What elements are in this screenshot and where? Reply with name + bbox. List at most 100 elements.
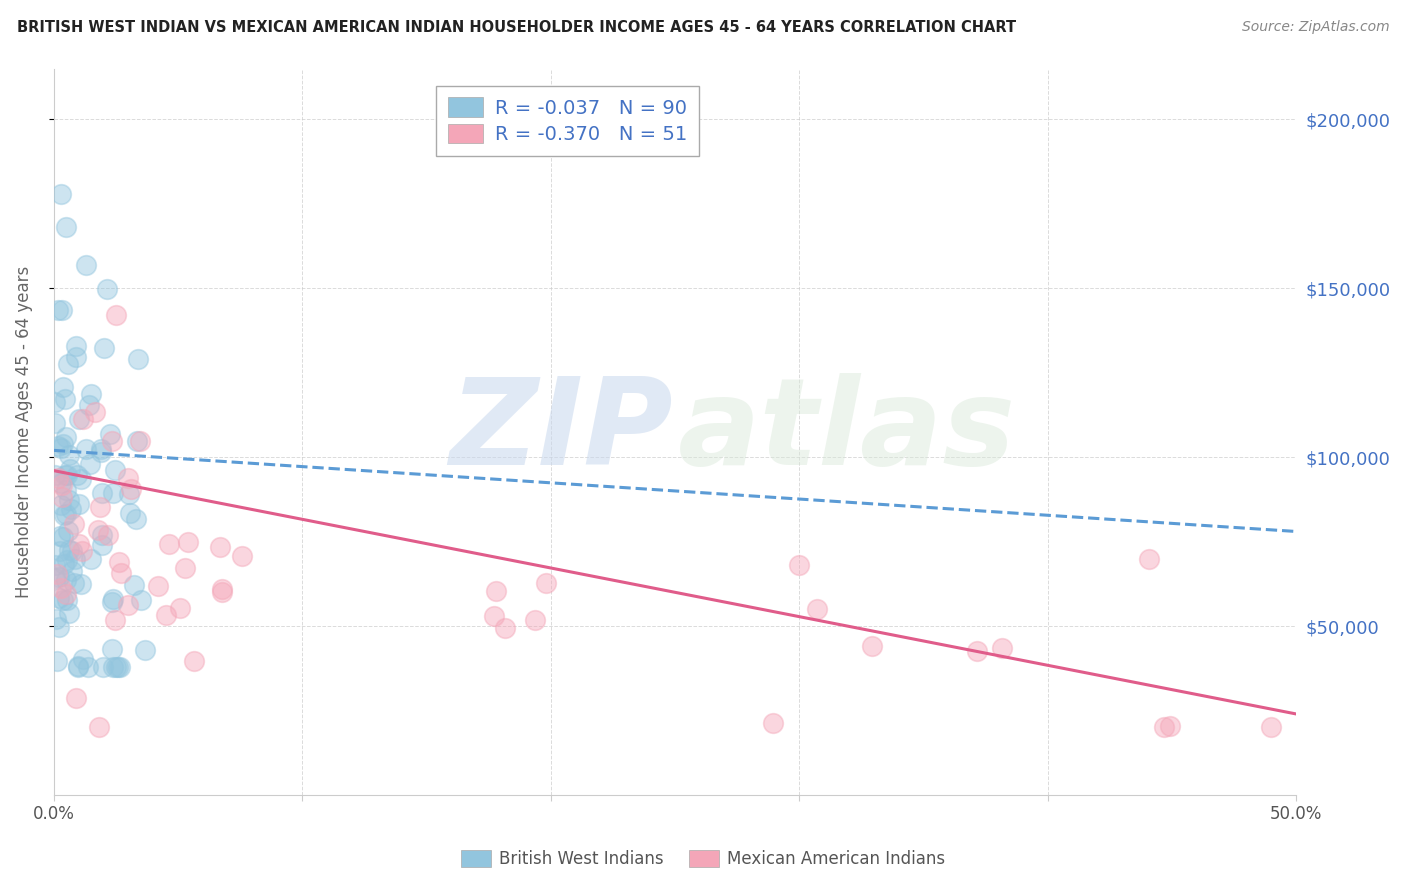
Point xyxy=(96,528,118,542)
Point xyxy=(122,577,145,591)
Point xyxy=(80,551,103,566)
Point xyxy=(60,565,83,579)
Point xyxy=(44,571,66,585)
Point xyxy=(117,471,139,485)
Point xyxy=(89,721,111,735)
Point xyxy=(485,584,508,599)
Point xyxy=(52,380,75,394)
Point xyxy=(806,602,828,616)
Text: ZIP: ZIP xyxy=(449,373,672,491)
Point xyxy=(53,558,76,572)
Point xyxy=(107,659,129,673)
Point xyxy=(103,659,125,673)
Point xyxy=(51,477,73,491)
Point xyxy=(90,528,112,542)
Point xyxy=(120,482,142,496)
Point xyxy=(45,654,67,668)
Point xyxy=(72,412,94,426)
Point xyxy=(80,386,103,401)
Point xyxy=(183,654,205,668)
Point xyxy=(58,543,80,558)
Point xyxy=(55,586,77,600)
Point xyxy=(55,220,77,235)
Point xyxy=(58,492,80,507)
Point xyxy=(67,497,90,511)
Point xyxy=(117,598,139,612)
Point xyxy=(45,612,67,626)
Point xyxy=(79,457,101,471)
Point xyxy=(101,641,124,656)
Point xyxy=(75,258,97,272)
Point xyxy=(48,302,70,317)
Point xyxy=(103,613,125,627)
Point xyxy=(67,412,90,426)
Point xyxy=(51,442,73,456)
Point xyxy=(991,641,1014,656)
Point xyxy=(51,490,73,504)
Point xyxy=(53,468,76,483)
Point xyxy=(75,442,97,457)
Point xyxy=(208,541,231,555)
Point xyxy=(86,523,108,537)
Point xyxy=(860,640,883,654)
Point xyxy=(110,566,132,581)
Point xyxy=(101,486,124,500)
Point xyxy=(127,351,149,366)
Point xyxy=(1159,719,1181,733)
Point xyxy=(46,471,69,485)
Point xyxy=(58,449,80,463)
Point xyxy=(134,642,156,657)
Text: Source: ZipAtlas.com: Source: ZipAtlas.com xyxy=(1241,20,1389,34)
Point xyxy=(77,397,100,411)
Point xyxy=(90,486,112,500)
Point xyxy=(55,593,77,607)
Point xyxy=(211,582,233,597)
Point xyxy=(44,394,66,409)
Point xyxy=(49,498,72,512)
Point xyxy=(59,462,82,476)
Point xyxy=(103,591,125,606)
Point xyxy=(100,595,122,609)
Point xyxy=(56,552,79,566)
Point xyxy=(211,585,233,599)
Point xyxy=(523,613,546,627)
Point xyxy=(55,507,77,521)
Text: atlas: atlas xyxy=(678,373,1015,491)
Point xyxy=(70,576,93,591)
Point xyxy=(44,558,66,572)
Point xyxy=(534,575,557,590)
Point xyxy=(495,621,517,635)
Point xyxy=(44,468,66,483)
Point xyxy=(65,690,87,705)
Point xyxy=(48,591,70,606)
Point xyxy=(110,659,132,673)
Point xyxy=(53,392,76,406)
Point xyxy=(48,570,70,584)
Point xyxy=(83,405,105,419)
Point xyxy=(46,439,69,453)
Point xyxy=(231,549,253,563)
Point xyxy=(65,350,87,364)
Point xyxy=(49,543,72,558)
Point xyxy=(63,575,86,590)
Point xyxy=(45,567,67,582)
Point xyxy=(93,341,115,355)
Point xyxy=(58,606,80,620)
Point xyxy=(148,579,170,593)
Point xyxy=(98,426,121,441)
Point xyxy=(65,338,87,352)
Point xyxy=(155,607,177,622)
Point xyxy=(55,483,77,498)
Point xyxy=(966,644,988,658)
Point xyxy=(157,536,180,550)
Point xyxy=(55,429,77,443)
Point xyxy=(63,551,86,566)
Point xyxy=(44,417,66,431)
Point xyxy=(104,659,127,673)
Point xyxy=(49,529,72,543)
Point xyxy=(169,600,191,615)
Point xyxy=(129,434,152,448)
Point xyxy=(66,467,89,482)
Point xyxy=(96,282,118,296)
Point xyxy=(55,467,77,482)
